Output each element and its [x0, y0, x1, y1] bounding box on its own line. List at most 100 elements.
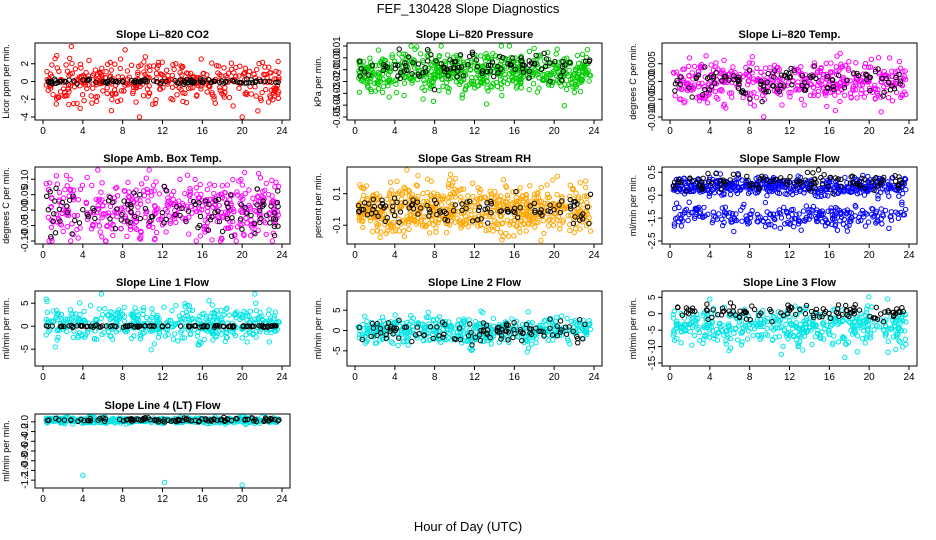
data-point: [142, 323, 148, 329]
data-point: [59, 323, 65, 330]
data-point: [755, 78, 761, 84]
data-point: [820, 71, 827, 78]
data-point: [228, 60, 235, 66]
data-point: [204, 219, 211, 226]
data-point: [774, 78, 781, 84]
data-point: [56, 190, 63, 196]
data-point: [71, 78, 77, 84]
data-point: [84, 77, 90, 84]
data-point: [79, 323, 85, 329]
y-tick-label: -5: [20, 344, 31, 353]
data-point: [375, 86, 382, 92]
data-point: [276, 69, 282, 76]
data-point: [229, 233, 235, 239]
data-point: [510, 208, 516, 215]
data-point: [248, 212, 254, 219]
data-point: [867, 85, 873, 91]
data-point: [731, 77, 737, 83]
data-point: [418, 326, 425, 332]
data-point: [156, 191, 163, 197]
data-point: [810, 208, 816, 214]
data-point: [125, 179, 131, 186]
data-point: [186, 231, 192, 237]
data-point: [268, 87, 275, 94]
data-point: [71, 212, 78, 219]
data-point: [68, 322, 75, 328]
data-point: [247, 330, 253, 336]
data-point: [830, 83, 836, 90]
data-point: [504, 206, 510, 213]
data-point: [760, 92, 766, 99]
data-point: [478, 221, 484, 228]
data-point: [221, 65, 227, 71]
data-point: [262, 78, 268, 85]
data-point: [72, 217, 78, 224]
data-point: [197, 195, 203, 201]
data-point: [731, 73, 737, 79]
data-point: [901, 212, 908, 218]
data-point: [369, 228, 376, 235]
data-point: [467, 332, 474, 339]
data-point: [96, 306, 103, 312]
data-point: [253, 300, 259, 306]
data-point: [114, 193, 121, 199]
data-point: [819, 181, 826, 187]
data-point: [272, 93, 278, 99]
data-point: [175, 338, 181, 344]
data-point: [117, 65, 124, 72]
data-point: [113, 329, 120, 335]
data-point: [472, 199, 478, 205]
data-point: [265, 191, 272, 198]
panel-title: Slope Line 1 Flow: [116, 277, 209, 289]
data-point: [871, 187, 877, 193]
data-point: [375, 222, 382, 228]
data-point: [547, 202, 553, 208]
panel-ylabel: degrees C per min.: [1, 167, 11, 244]
data-point: [84, 211, 90, 218]
data-point: [488, 191, 495, 197]
data-point: [242, 65, 249, 71]
data-point: [204, 324, 210, 330]
data-point: [880, 93, 886, 99]
data-point: [547, 216, 553, 223]
data-point: [358, 184, 364, 191]
data-point: [740, 204, 746, 210]
data-point: [478, 308, 484, 314]
y-tick-label: 0.01: [332, 36, 343, 56]
data-point: [713, 60, 719, 66]
data-point: [269, 177, 275, 184]
data-point: [129, 313, 136, 319]
data-point: [708, 183, 714, 189]
data-point: [199, 203, 206, 209]
data-point: [222, 85, 228, 91]
x-tick-label: 0: [667, 250, 673, 261]
data-point: [799, 73, 806, 79]
data-point: [682, 98, 688, 104]
data-point: [78, 65, 84, 71]
data-point: [457, 220, 463, 226]
data-point: [788, 89, 794, 96]
data-point: [808, 82, 815, 88]
data-point: [513, 189, 519, 195]
data-point: [696, 81, 702, 87]
data-point: [855, 218, 861, 225]
data-point: [267, 220, 273, 226]
data-point: [200, 71, 206, 77]
data-point: [420, 338, 427, 344]
data-point: [242, 91, 248, 97]
data-point: [523, 212, 530, 218]
data-point: [420, 70, 426, 76]
data-point: [406, 226, 412, 233]
data-point: [459, 201, 465, 207]
data-point: [165, 323, 171, 329]
data-point: [112, 61, 118, 67]
data-point: [170, 324, 176, 330]
data-point: [179, 316, 186, 322]
data-point: [154, 65, 160, 71]
data-point: [433, 72, 439, 78]
data-point: [798, 96, 805, 103]
data-point: [155, 312, 161, 319]
data-point: [459, 92, 465, 98]
data-point: [421, 77, 427, 83]
